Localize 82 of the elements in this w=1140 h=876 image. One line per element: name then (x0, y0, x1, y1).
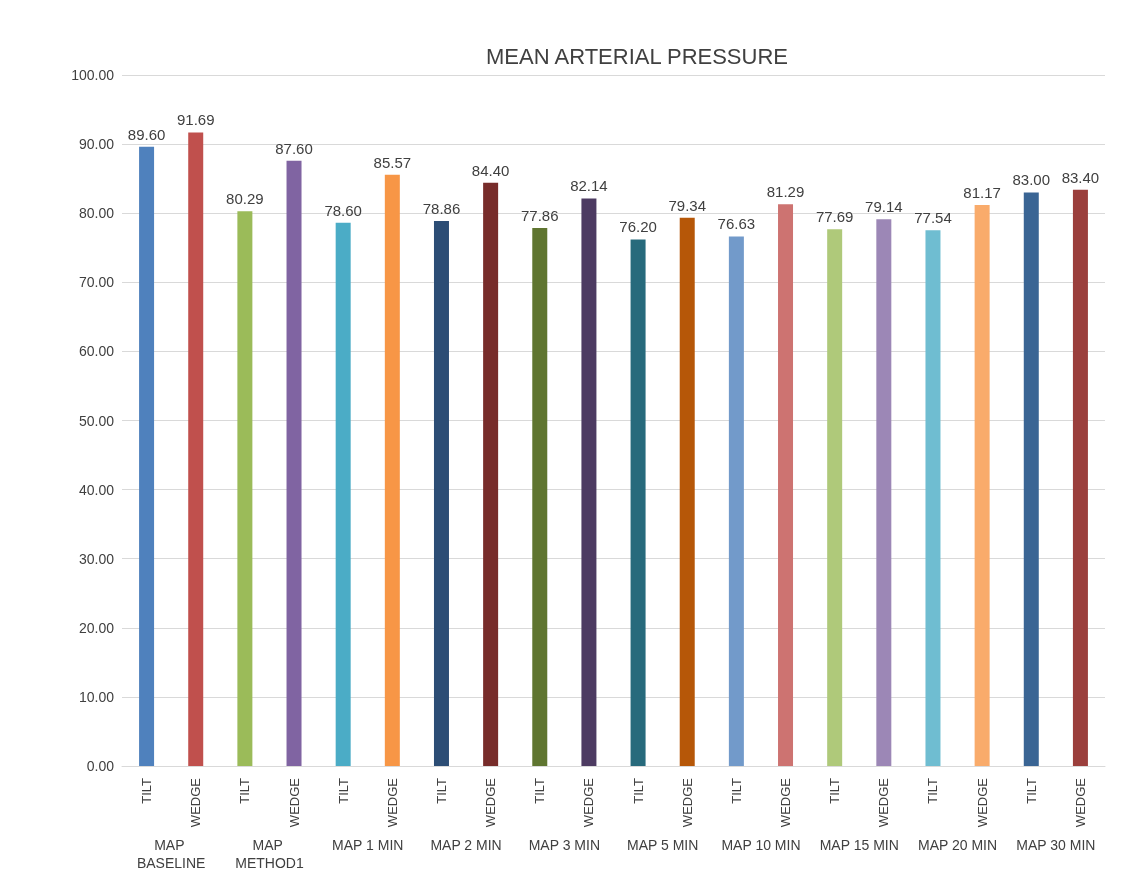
y-tick-label: 0.00 (86, 758, 115, 774)
bar (1023, 192, 1039, 766)
y-tick-label: 10.00 (78, 688, 115, 705)
y-tick-label: 70.00 (78, 274, 115, 291)
data-label: 87.60 (275, 139, 313, 157)
y-tick-label: 50.00 (78, 412, 115, 429)
x-tick-label: WEDGE (876, 777, 892, 828)
bar (532, 227, 548, 766)
data-label: 77.54 (914, 209, 952, 227)
data-label: 80.29 (226, 190, 264, 208)
data-label: 91.69 (176, 111, 215, 129)
data-label: 79.34 (668, 196, 706, 214)
data-label: 81.17 (963, 184, 1001, 202)
y-tick-label: 30.00 (78, 550, 115, 567)
x-tick-label: WEDGE (286, 777, 302, 828)
bar (974, 205, 990, 766)
x-tick-label: TILT (1023, 777, 1039, 804)
x-tick-label: TILT (335, 777, 351, 804)
data-label: 82.14 (570, 177, 608, 195)
y-tick-label: 100.00 (71, 67, 115, 83)
y-tick-label: 60.00 (78, 343, 115, 360)
x-tick-label: WEDGE (679, 777, 695, 828)
y-tick-label: 20.00 (78, 619, 115, 636)
bar (778, 204, 794, 766)
x-tick-label: TILT (925, 777, 941, 804)
data-label: 83.00 (1012, 171, 1051, 189)
text: MAP 20 MIN (918, 837, 998, 853)
text: MAP 2 MIN (430, 837, 502, 853)
x-tick-label: TILT (532, 777, 548, 804)
data-label: 81.29 (766, 183, 805, 201)
x-tick-label: TILT (630, 777, 646, 804)
text: MAP 3 MIN (528, 837, 601, 853)
data-label: 89.60 (127, 125, 166, 143)
bar (188, 132, 204, 766)
x-tick-label: TILT (728, 777, 744, 804)
bar (630, 239, 646, 766)
data-label: 85.57 (373, 153, 412, 171)
x-tick-label: WEDGE (384, 777, 400, 828)
data-label: 78.60 (324, 201, 362, 219)
bar (433, 221, 449, 766)
text: MAP 15 MIN (819, 837, 899, 853)
data-label: 84.40 (471, 161, 510, 179)
text: MAP BASELINE (136, 837, 206, 871)
y-tick-label: 40.00 (78, 481, 115, 498)
x-tick-label: TILT (237, 777, 253, 804)
bar (581, 198, 597, 766)
bar (286, 160, 302, 766)
text: MAP 5 MIN (626, 837, 699, 853)
bar (827, 229, 843, 766)
x-tick-label: WEDGE (483, 777, 499, 828)
y-tick-label: 80.00 (78, 205, 115, 222)
data-label: 83.40 (1061, 168, 1100, 186)
data-label: 77.86 (521, 206, 559, 224)
bar (237, 211, 253, 766)
x-tick-label: WEDGE (188, 777, 204, 828)
x-tick-label: WEDGE (778, 777, 794, 828)
text: MAP 30 MIN (1016, 837, 1096, 853)
x-tick-label: TILT (827, 777, 843, 804)
x-tick-label: WEDGE (974, 777, 990, 828)
bar (728, 236, 744, 766)
y-tick-label: 90.00 (78, 136, 115, 153)
chart-title: MEAN ARTERIAL PRESSURE (486, 43, 788, 69)
bar (876, 219, 892, 766)
bar (139, 146, 155, 766)
data-label: 76.63 (717, 215, 756, 233)
data-label: 77.69 (815, 208, 854, 226)
x-tick-label: WEDGE (581, 777, 597, 828)
text: MAP 10 MIN (721, 837, 801, 853)
data-label: 76.20 (619, 218, 657, 236)
bar (335, 222, 351, 766)
bar (925, 230, 941, 766)
x-tick-label: WEDGE (1072, 777, 1088, 828)
x-tick-label: TILT (433, 777, 449, 804)
text: MAP 1 MIN (332, 837, 404, 853)
bar (483, 182, 499, 766)
text: MAP METHOD1 (235, 837, 304, 871)
data-label: 78.86 (422, 200, 461, 218)
bar (679, 217, 695, 766)
x-tick-label: TILT (139, 777, 155, 804)
data-label: 79.14 (865, 198, 903, 216)
bar (1072, 189, 1088, 766)
bar (384, 174, 400, 766)
